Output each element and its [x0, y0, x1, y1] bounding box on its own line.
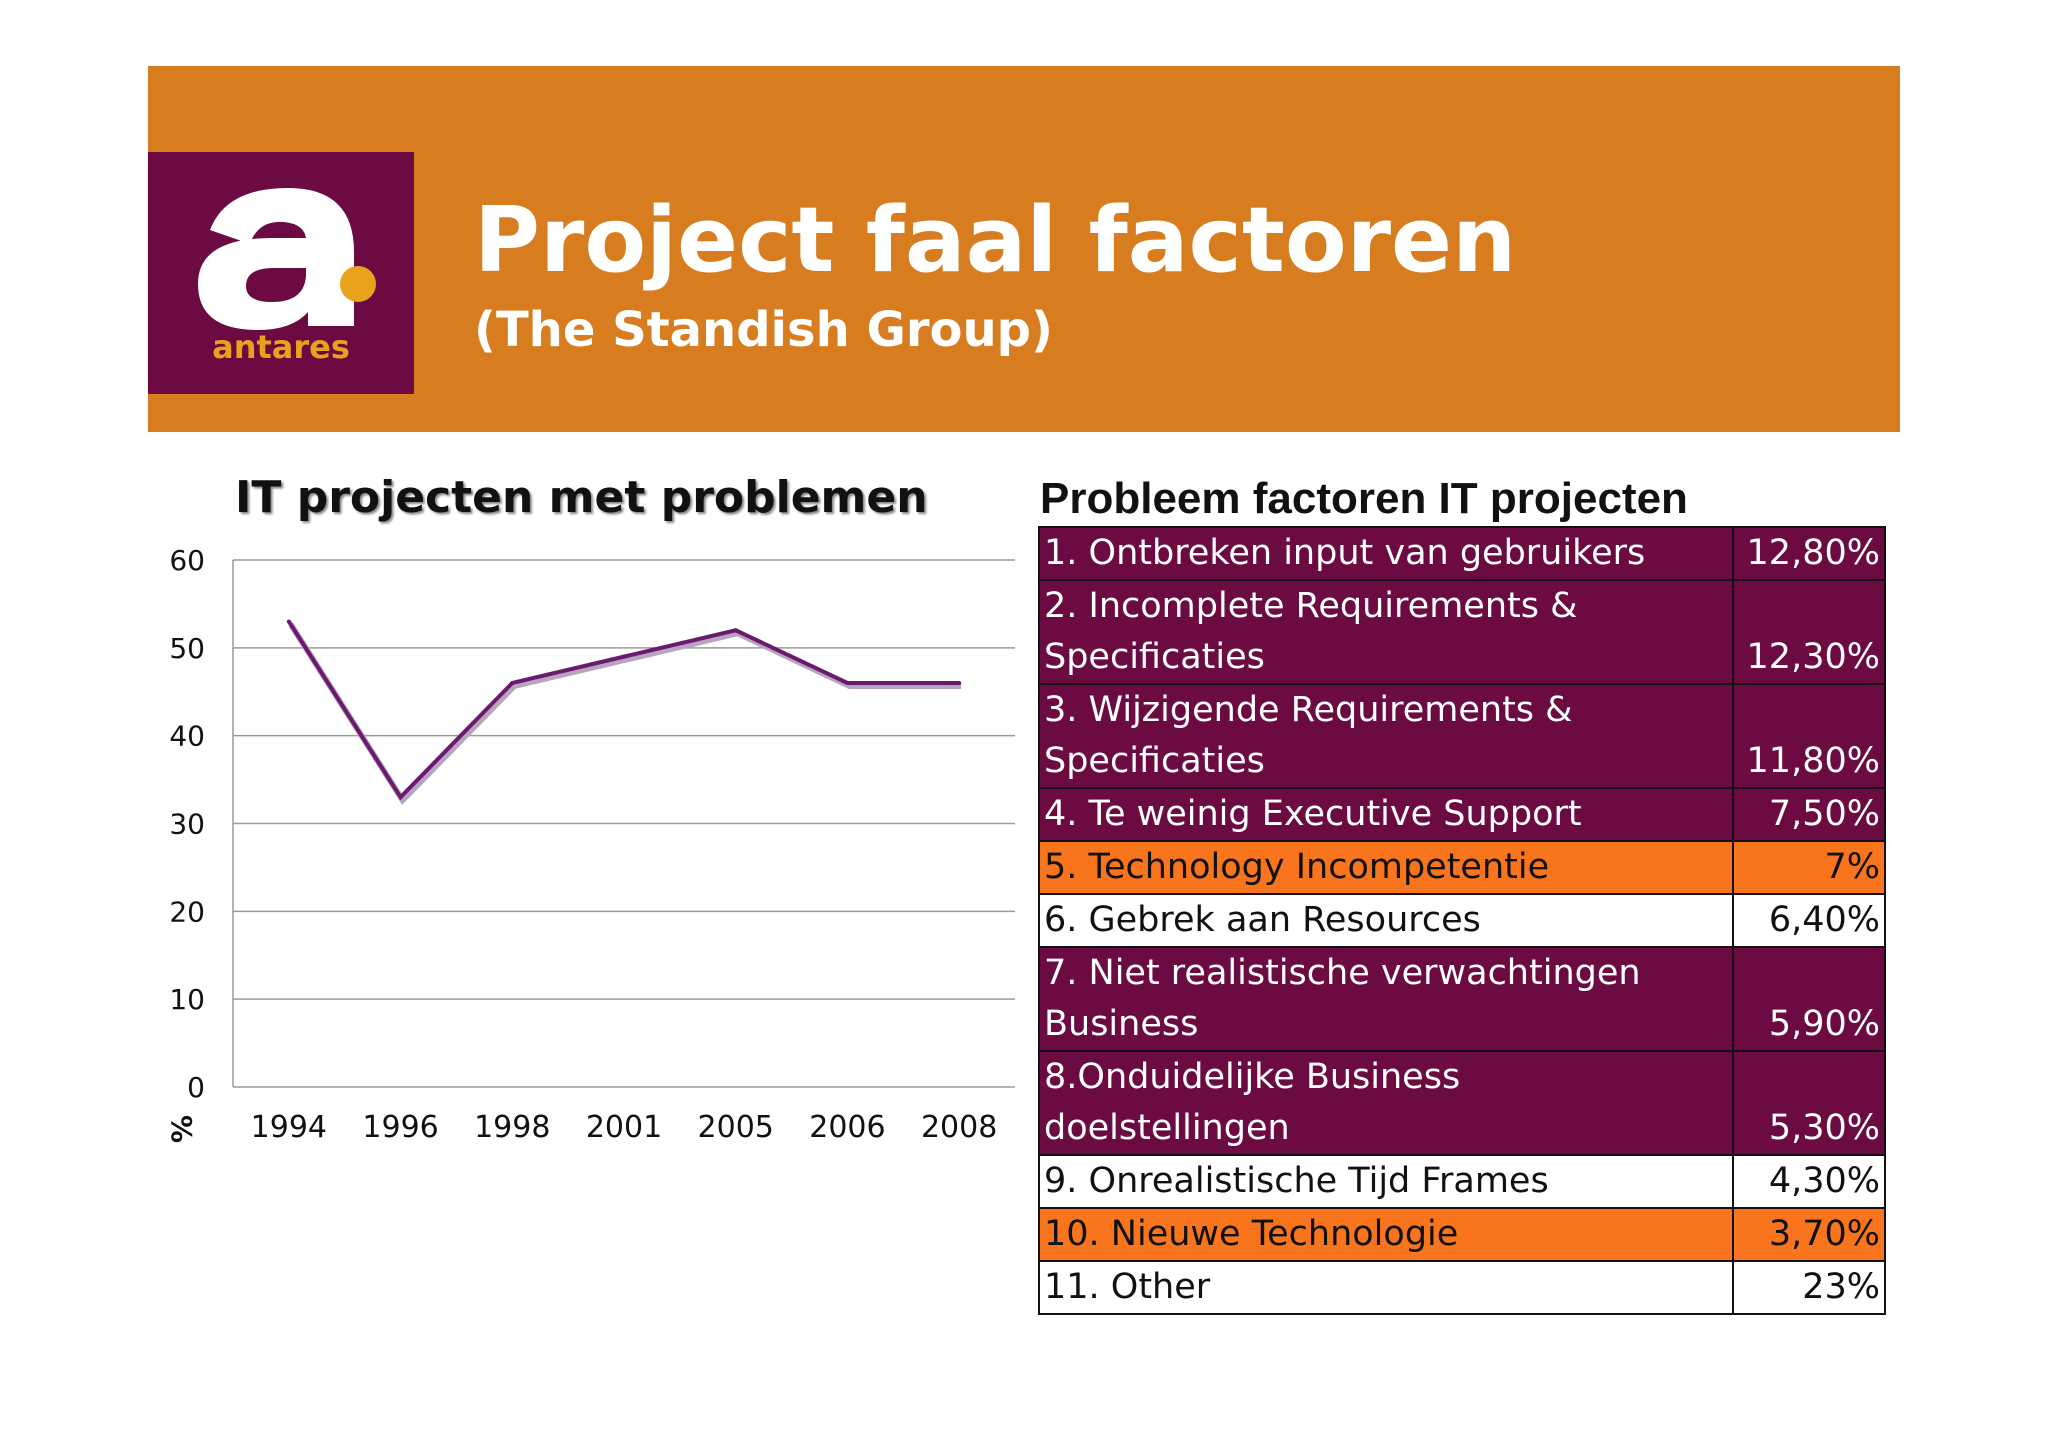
factor-label: 11. Other	[1038, 1260, 1734, 1315]
factor-label-line: 7. Niet realistische verwachtingen	[1044, 953, 1641, 993]
factor-label-line: 1. Ontbreken input van gebruikers	[1044, 533, 1646, 573]
x-tick-label: 2001	[586, 1110, 662, 1145]
data-point	[286, 619, 291, 624]
factor-label-line: 9. Onrealistische Tijd Frames	[1044, 1161, 1549, 1201]
table-row: 8.Onduidelijke Business doelstellingen 5,3…	[1038, 1050, 1886, 1156]
factors-table: 1. Ontbreken input van gebruikers 12,80% 2…	[1038, 526, 1886, 1315]
factor-label: 10. Nieuwe Technologie	[1038, 1207, 1734, 1262]
x-tick-label: 2008	[921, 1110, 997, 1145]
table-row: 6. Gebrek aan Resources 6,40%	[1038, 893, 1886, 948]
factor-label-line: 5. Technology Incompetentie	[1044, 847, 1550, 887]
x-tick-label: 1998	[474, 1110, 550, 1145]
line-chart: 0 10 20 30 40 50 60 1994 1996 1998 2001 2005 2006 200…	[165, 544, 1015, 1145]
factor-label: 1. Ontbreken input van gebruikers	[1038, 526, 1734, 581]
data-point	[398, 795, 403, 800]
factor-label: 2. Incomplete Requirements & Specificatie…	[1038, 579, 1734, 685]
factor-label-line: doelstellingen	[1044, 1108, 1290, 1148]
y-tick-label: 0	[187, 1071, 205, 1104]
factor-label: 8.Onduidelijke Business doelstellingen	[1038, 1050, 1734, 1156]
antares-logo: antares	[148, 152, 414, 394]
factor-value: 5,90%	[1732, 946, 1886, 1052]
factor-label: 5. Technology Incompetentie	[1038, 840, 1734, 895]
table-title: Probleem factoren IT projecten	[1040, 474, 1688, 523]
factor-value: 4,30%	[1732, 1154, 1886, 1209]
y-tick-label: 60	[169, 544, 205, 577]
y-tick-label: 40	[169, 720, 205, 753]
factor-label-line: 4. Te weinig Executive Support	[1044, 794, 1582, 834]
factor-label: 6. Gebrek aan Resources	[1038, 893, 1734, 948]
logo-a-glyph-icon	[198, 188, 376, 330]
x-tick-label: 1994	[251, 1110, 327, 1145]
factor-value: 12,30%	[1732, 579, 1886, 685]
data-point	[845, 680, 850, 685]
page-subtitle: (The Standish Group)	[474, 302, 1053, 358]
factor-value: 11,80%	[1732, 683, 1886, 789]
table-row: 1. Ontbreken input van gebruikers 12,80%	[1038, 526, 1886, 581]
table-row: 2. Incomplete Requirements & Specificatie…	[1038, 579, 1886, 685]
header-banner	[148, 66, 1900, 432]
factor-value: 23%	[1732, 1260, 1886, 1315]
factor-label-line: 11. Other	[1044, 1267, 1211, 1307]
x-tick-label: 1996	[362, 1110, 438, 1145]
table-row: 9. Onrealistische Tijd Frames 4,30%	[1038, 1154, 1886, 1209]
factor-value: 6,40%	[1732, 893, 1886, 948]
factor-label: 9. Onrealistische Tijd Frames	[1038, 1154, 1734, 1209]
factor-label-line: 6. Gebrek aan Resources	[1044, 900, 1481, 940]
factor-label: 7. Niet realistische verwachtingen Busine…	[1038, 946, 1734, 1052]
y-axis-label: %	[165, 1115, 198, 1143]
factor-label: 4. Te weinig Executive Support	[1038, 787, 1734, 842]
table-row: 5. Technology Incompetentie 7%	[1038, 840, 1886, 895]
x-tick-label: 2005	[698, 1110, 774, 1145]
table-row: 7. Niet realistische verwachtingen Busine…	[1038, 946, 1886, 1052]
y-tick-label: 10	[169, 983, 205, 1016]
factor-value: 7,50%	[1732, 787, 1886, 842]
table-row: 3. Wijzigende Requirements & Specificatie…	[1038, 683, 1886, 789]
y-tick-label: 50	[169, 632, 205, 665]
page-title: Project faal factoren	[474, 188, 1517, 293]
factor-label-line: 2. Incomplete Requirements &	[1044, 586, 1578, 626]
factor-label-line: Specificaties	[1044, 741, 1265, 781]
factor-value: 3,70%	[1732, 1207, 1886, 1262]
table-row: 11. Other 23%	[1038, 1260, 1886, 1315]
factor-label-line: 10. Nieuwe Technologie	[1044, 1214, 1459, 1254]
factor-label-line: 3. Wijzigende Requirements &	[1044, 690, 1573, 730]
factor-label-line: Specificaties	[1044, 637, 1265, 677]
factor-value: 12,80%	[1732, 526, 1886, 581]
y-tick-label: 30	[169, 808, 205, 841]
factor-label: 3. Wijzigende Requirements & Specificatie…	[1038, 683, 1734, 789]
x-tick-label: 2006	[809, 1110, 885, 1145]
logo-text: antares	[212, 328, 350, 366]
table-row: 10. Nieuwe Technologie 3,70%	[1038, 1207, 1886, 1262]
factor-label-line: Business	[1044, 1004, 1199, 1044]
data-point	[957, 680, 962, 685]
data-point	[510, 680, 515, 685]
y-tick-label: 20	[169, 895, 205, 928]
factor-value: 5,30%	[1732, 1050, 1886, 1156]
data-point	[622, 654, 626, 659]
series-line-shadow	[288, 622, 962, 805]
factor-value: 7%	[1732, 840, 1886, 895]
chart-title: IT projecten met problemen	[235, 472, 928, 523]
table-row: 4. Te weinig Executive Support 7,50%	[1038, 787, 1886, 842]
factor-label-line: 8.Onduidelijke Business	[1044, 1057, 1461, 1097]
data-point	[733, 628, 738, 633]
